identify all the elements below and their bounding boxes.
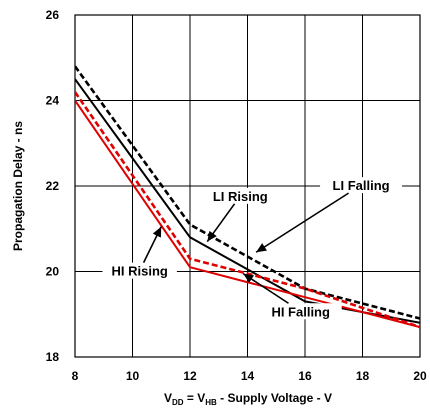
series-line-li-falling	[75, 65, 420, 320]
y-axis-title: Propagation Delay - ns	[11, 121, 25, 251]
y-tick-label: 20	[46, 265, 60, 279]
x-tick-label: 14	[241, 369, 255, 383]
series-layer	[75, 65, 420, 329]
y-tick-label: 18	[46, 350, 60, 364]
annotation-bg	[259, 303, 342, 320]
y-tick-label: 22	[46, 179, 60, 193]
x-tick-label: 20	[413, 369, 427, 383]
x-axis-title: VDD = VHB - Supply Voltage - V	[164, 391, 332, 407]
annotation-bg	[102, 262, 177, 279]
x-axis-title-part: = V	[184, 391, 206, 405]
x-axis-title-part: - Supply Voltage - V	[217, 391, 332, 405]
x-tick-label: 10	[126, 369, 140, 383]
annotation-li-rising: LI Rising	[203, 187, 278, 243]
annotation-leader	[255, 192, 349, 253]
x-axis-title-part: V	[164, 391, 172, 405]
y-tick-label: 26	[46, 8, 60, 22]
annotation-label: LI Falling	[333, 178, 390, 193]
annotation-label: HI Falling	[271, 304, 330, 319]
annotation-arrowhead	[243, 273, 255, 283]
annotation-bg	[320, 177, 403, 194]
ticks: 8 10 12 14 16 18 20 18 20 22 24 26	[46, 8, 427, 383]
annotation-arrowhead	[207, 230, 217, 242]
annotation-hi-rising: HI Rising	[102, 226, 177, 279]
series-line-hi-rising	[75, 91, 420, 329]
series-line-hi-falling	[75, 99, 420, 329]
annotation-label: LI Rising	[213, 189, 268, 204]
annotation-arrowhead	[256, 243, 267, 253]
annotation-li-falling: LI Falling	[255, 177, 403, 253]
x-axis-title-subscript: HB	[205, 398, 217, 407]
x-tick-label: 18	[356, 369, 370, 383]
y-tick-label: 24	[46, 94, 60, 108]
annotations: LI Rising LI Falling HI Rising HI Falling	[102, 177, 403, 320]
annotation-hi-falling: HI Falling	[242, 272, 342, 320]
annotation-bg	[203, 187, 278, 204]
x-tick-label: 12	[183, 369, 197, 383]
annotation-arrowhead	[152, 226, 162, 238]
x-tick-label: 16	[298, 369, 312, 383]
annotation-label: HI Rising	[112, 264, 168, 279]
x-tick-label: 8	[72, 369, 79, 383]
x-axis-title-subscript: DD	[172, 398, 184, 407]
